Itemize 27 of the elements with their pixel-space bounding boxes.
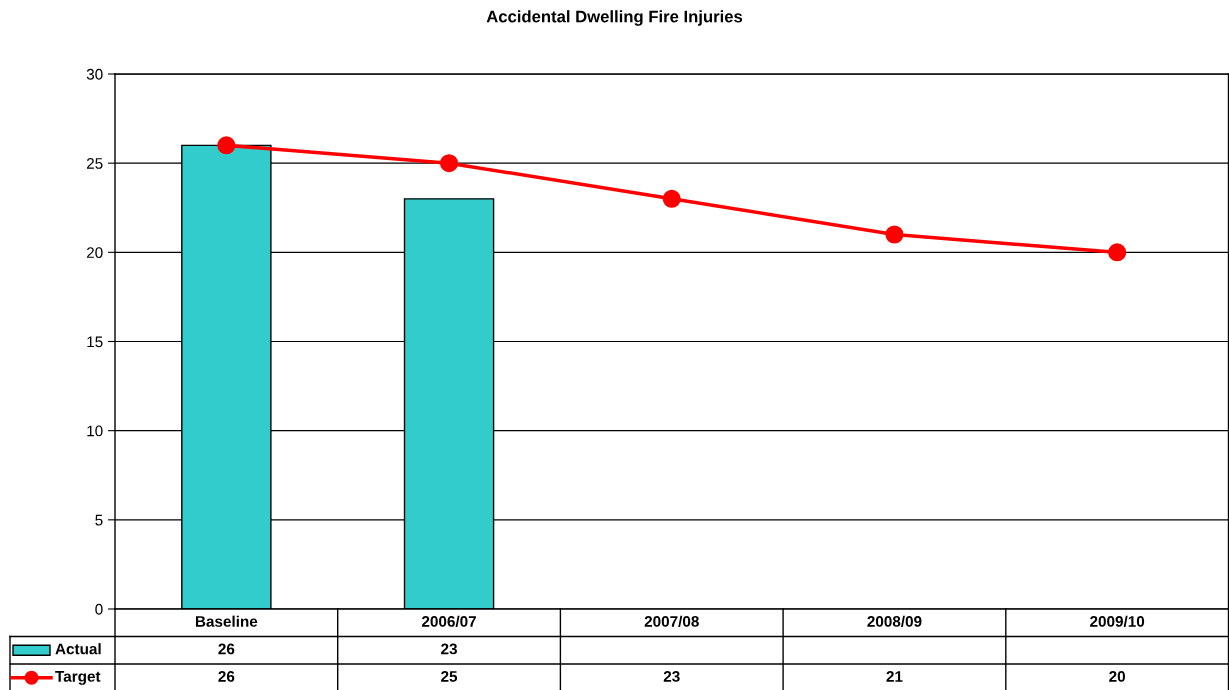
y-tick-label: 5 [95, 514, 103, 526]
data-label: 26 [218, 643, 235, 655]
point [1108, 243, 1127, 262]
x-tick-label: 2006/07 [421, 615, 476, 628]
x-tick-label: Baseline [195, 615, 258, 627]
data-label: 25 [441, 671, 458, 682]
data-label: 20 [1109, 671, 1126, 682]
y-tick-label: 30 [86, 68, 103, 80]
chart-title: Accidental Dwelling Fire Injuries [486, 10, 743, 26]
point [217, 136, 236, 155]
point [440, 154, 459, 173]
point [662, 189, 681, 208]
x-tick-label: 2008/09 [867, 615, 922, 628]
legend-label: Target [55, 671, 101, 685]
y-tick-label: 10 [87, 425, 103, 437]
data-label: 26 [218, 671, 235, 682]
y-tick-label: 15 [87, 336, 103, 348]
x-tick-label: 2009/10 [1090, 615, 1145, 628]
x-tick-label: 2007/08 [644, 615, 699, 628]
y-tick-label: 20 [86, 247, 103, 259]
legend-label: Actual [55, 643, 101, 655]
data-label: 23 [663, 671, 680, 682]
y-tick-label: 25 [86, 158, 103, 169]
data-label: 23 [441, 643, 457, 655]
data-label: 21 [886, 671, 903, 682]
y-tick-label: 0 [95, 603, 103, 615]
point [885, 225, 904, 244]
